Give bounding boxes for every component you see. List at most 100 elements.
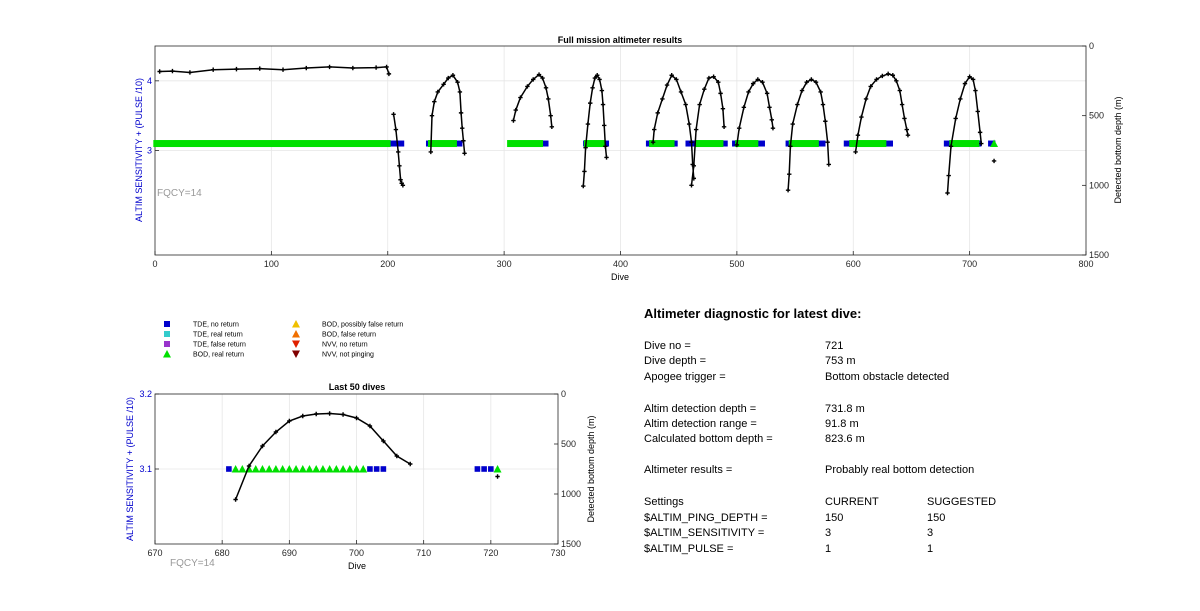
depth-point — [354, 415, 359, 421]
depth-series-line — [512, 73, 553, 127]
depth-series-line — [736, 78, 774, 146]
depth-point — [394, 453, 399, 459]
bottom-chart-marks — [226, 411, 502, 502]
depth-point — [455, 80, 460, 85]
depth-point — [741, 105, 747, 110]
apogee-label: Apogee trigger = — [644, 371, 726, 383]
legend-label: TDE, no return — [193, 322, 239, 329]
depth-point — [400, 183, 406, 188]
depth-point — [462, 151, 467, 156]
depth-point — [760, 80, 765, 85]
depth-point — [804, 80, 809, 85]
bod-real-return-mark — [271, 465, 280, 473]
depth-point — [991, 158, 997, 164]
dive-depth-value: 753 m — [825, 355, 856, 367]
depth-point — [788, 144, 793, 149]
pulse-label: $ALTIM_PULSE = — [644, 543, 734, 555]
depth-series-line — [946, 75, 983, 194]
depth-point — [599, 88, 605, 93]
sensitivity-current: 3 — [825, 527, 832, 539]
ping-depth-current: 150 — [825, 512, 844, 524]
depth-point — [260, 443, 265, 449]
top-x-tick-label: 800 — [1078, 259, 1093, 269]
depth-point — [396, 149, 401, 155]
depth-point — [655, 110, 660, 116]
depth-point — [689, 139, 694, 145]
depth-point — [408, 461, 413, 467]
bod-real-return-mark — [278, 465, 287, 473]
legend-label: NVV, not pinging — [322, 352, 374, 359]
bottom-x-tick-label: 690 — [282, 548, 297, 558]
depth-point — [962, 81, 968, 86]
depth-point — [767, 105, 772, 110]
depth-point — [855, 132, 861, 138]
depth-point — [894, 78, 899, 84]
depth-point — [823, 119, 828, 124]
depth-point — [428, 149, 434, 155]
top-right-tick-label: 1000 — [1089, 180, 1109, 190]
depth-point — [543, 85, 549, 90]
bottom-x-tick-label: 730 — [550, 548, 565, 558]
bod-real-return-mark — [345, 465, 354, 473]
depth-point — [859, 114, 864, 120]
depth-point — [787, 171, 792, 177]
depth-series-line — [652, 74, 695, 179]
depth-point — [373, 65, 379, 70]
bod-real-return-mark — [251, 465, 260, 473]
bod-real-return-mark — [493, 465, 502, 473]
depth-point — [460, 126, 465, 131]
legend-triangle-up-marker — [292, 320, 300, 328]
bod-real-return-mark — [231, 465, 240, 473]
depth-point — [880, 73, 885, 79]
bottom-left-tick-label: 3.2 — [139, 389, 152, 399]
depth-point — [450, 73, 456, 78]
depth-point — [674, 77, 679, 82]
depth-point — [441, 82, 446, 87]
depth-point — [495, 474, 500, 479]
depth-point — [432, 99, 437, 104]
depth-point — [583, 145, 588, 150]
tde-no-return-mark — [488, 466, 494, 472]
depth-point — [157, 69, 162, 74]
depth-point — [899, 102, 905, 107]
tde-no-return-mark — [380, 466, 387, 472]
bod-real-return-mark — [325, 465, 334, 473]
depth-point — [711, 74, 716, 79]
depth-point — [595, 73, 600, 78]
depth-point — [669, 73, 674, 78]
legend-square-marker — [164, 321, 170, 327]
top-chart-xlabel: Dive — [611, 272, 629, 282]
altim-range-label: Altim detection range = — [644, 418, 757, 430]
depth-point — [718, 91, 723, 96]
top-right-tick-label: 500 — [1089, 111, 1104, 121]
depth-point — [600, 102, 606, 107]
depth-point — [945, 190, 950, 196]
bod-real-return-mark — [258, 465, 267, 473]
depth-point — [187, 70, 193, 75]
depth-point — [970, 77, 976, 82]
depth-point — [721, 124, 727, 130]
bod-real-return-mark — [312, 465, 321, 473]
top-left-tick-label: 3 — [147, 146, 152, 156]
depth-point — [548, 113, 553, 118]
depth-point — [897, 88, 902, 93]
top-chart-right-ticks: 0 500 1000 1500 — [1082, 41, 1109, 260]
depth-point — [435, 89, 440, 95]
calc-depth-value: 823.6 m — [825, 433, 865, 445]
top-right-tick-label: 1500 — [1089, 250, 1109, 260]
bottom-chart-ylabel-left: ALTIM SENSITIVITY + (PULSE /10) — [125, 397, 135, 541]
settings-label: Settings — [644, 496, 684, 508]
bod-real-return-mark — [990, 139, 999, 148]
bottom-chart-left-ticks: 3.1 3.2 — [139, 389, 159, 474]
legend-square-marker — [164, 331, 170, 337]
legend-label: BOD, real return — [193, 352, 244, 359]
depth-point — [664, 82, 670, 88]
bottom-x-tick-label: 670 — [147, 548, 162, 558]
depth-point — [246, 463, 252, 469]
depth-point — [904, 127, 909, 132]
bod-real-return-mark — [427, 140, 457, 148]
depth-point — [737, 126, 742, 131]
bod-real-return-mark — [949, 140, 980, 148]
bod-real-return-mark — [352, 465, 361, 473]
